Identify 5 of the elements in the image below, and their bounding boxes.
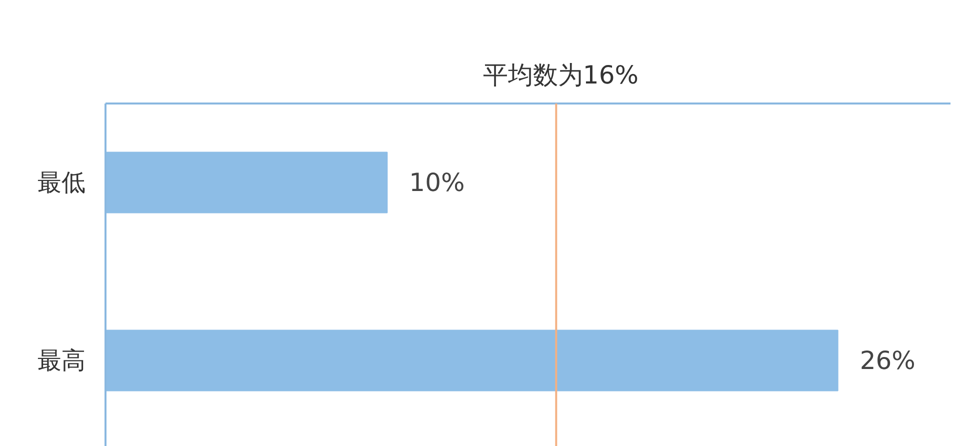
data-label: 10% bbox=[409, 168, 465, 198]
y-tick-label: 最低 bbox=[38, 168, 86, 197]
data-label: 26% bbox=[860, 346, 916, 376]
ref-line-label: 平均数为16% bbox=[482, 60, 638, 90]
y-tick-label: 最高 bbox=[38, 346, 86, 375]
